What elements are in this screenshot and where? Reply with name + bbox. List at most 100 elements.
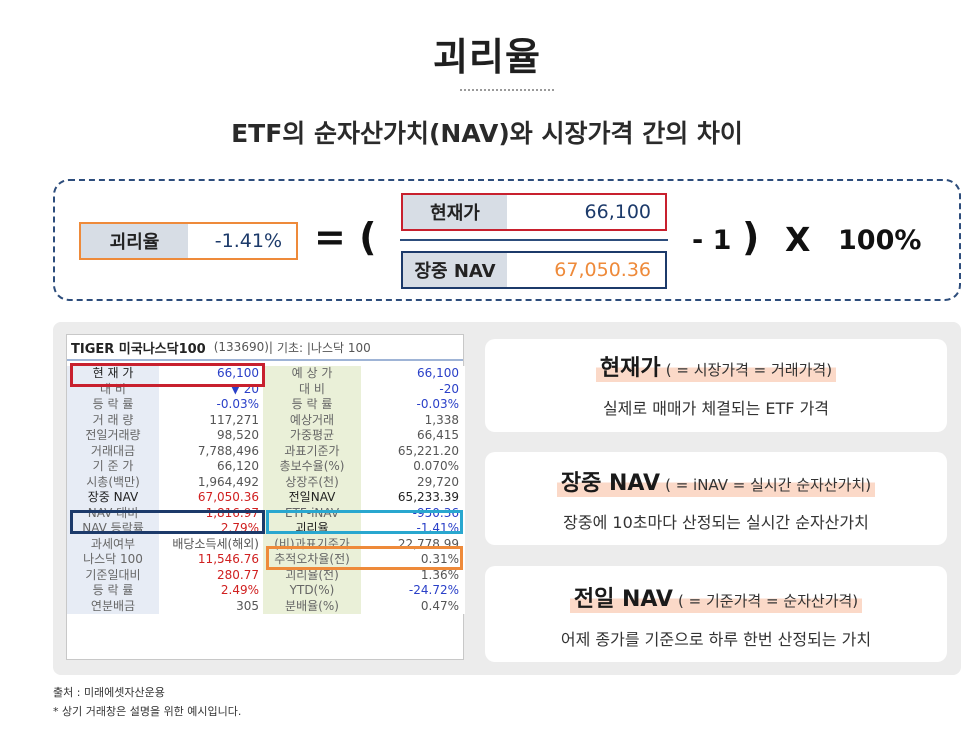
table-cell-label: NAV 등락률: [67, 521, 159, 537]
etf-name: TIGER 미국나스닥100: [71, 341, 206, 357]
card-price: 현재가 ( = 시장가격 = 거래가격) 실제로 매매가 체결되는 ETF 가격: [485, 339, 947, 432]
table-cell-label: 등 락 률: [263, 397, 361, 413]
hundred-percent: 100%: [838, 225, 922, 256]
table-cell-label: 가중평균: [263, 428, 361, 444]
table-cell-value: 1,816.97: [159, 505, 263, 521]
card-prev-nav-title: 전일 NAV: [573, 587, 673, 612]
table-cell-label: NAV 대비: [67, 505, 159, 521]
result-label: 괴리율: [81, 224, 188, 258]
table-row: 등 락 률 -0.03% 등 락 률 -0.03%: [67, 397, 465, 413]
table-row: 나스닥 100 11,546.76 추적오차율(전) 0.31%: [67, 552, 465, 568]
table-row: 시총(백만) 1,964,492 상장주(천) 29,720: [67, 474, 465, 490]
card-intraday-nav: 장중 NAV ( = iNAV = 실시간 순자산가치) 장중에 10초마다 산…: [485, 452, 947, 545]
disclaimer-note: * 상기 거래창은 설명을 위한 예시입니다.: [53, 705, 242, 718]
table-row: 장중 NAV 67,050.36 전일NAV 65,233.39: [67, 490, 465, 506]
price-label: 현재가: [403, 195, 507, 229]
formula-container: [53, 179, 961, 301]
source-note: 출처 : 미래에셋자산운용: [53, 686, 165, 699]
table-cell-label: 장중 NAV: [67, 490, 159, 506]
table-cell-label: 예 상 가: [263, 366, 361, 382]
trading-window: TIGER 미국나스닥100 (133690)| 기초: |나스닥 100 현 …: [66, 334, 465, 660]
table-cell-value: 0.31%: [361, 552, 465, 568]
table-cell-label: ETF-iNAV: [263, 505, 361, 521]
price-value: 66,100: [584, 201, 651, 223]
table-cell-label: 총보수율(%): [263, 459, 361, 475]
table-cell-value: 2.49%: [159, 583, 263, 599]
table-cell-label: 거 래 량: [67, 412, 159, 428]
result-value: -1.41%: [214, 230, 282, 252]
table-cell-label: 전일NAV: [263, 490, 361, 506]
table-cell-label: 현 재 가: [67, 366, 159, 382]
table-row: 등 락 률 2.49% YTD(%) -24.72%: [67, 583, 465, 599]
title-divider: [460, 89, 554, 91]
table-cell-value: 배당소득세(해외): [159, 536, 263, 552]
page-subtitle: ETF의 순자산가치(NAV)와 시장가격 간의 차이: [231, 119, 743, 148]
table-cell-value: 65,233.39: [361, 490, 465, 506]
table-cell-value: 7,788,496: [159, 443, 263, 459]
table-cell-label: 상장주(천): [263, 474, 361, 490]
card-prev-nav-desc: 어제 종가를 기준으로 하루 한번 산정되는 가치: [560, 630, 872, 649]
table-cell-value: 305: [159, 598, 263, 614]
table-row: 거 래 량 117,271 예상거래 1,338: [67, 412, 465, 428]
table-cell-label: 기준일대비: [67, 567, 159, 583]
table-row: 전일거래량 98,520 가중평균 66,415: [67, 428, 465, 444]
table-cell-label: 전일거래량: [67, 428, 159, 444]
table-cell-value: -0.03%: [361, 397, 465, 413]
table-cell-label: 추적오차율(전): [263, 552, 361, 568]
nav-label: 장중 NAV: [403, 253, 507, 287]
card-price-desc: 실제로 매매가 체결되는 ETF 가격: [602, 399, 830, 418]
table-row: 기준일대비 280.77 괴리율(전) 1.36%: [67, 567, 465, 583]
table-cell-label: 나스닥 100: [67, 552, 159, 568]
table-cell-label: 등 락 률: [67, 397, 159, 413]
table-row: 기 준 가 66,120 총보수율(%) 0.070%: [67, 459, 465, 475]
close-paren: ): [742, 215, 760, 259]
table-cell-label: 대 비: [263, 381, 361, 397]
table-cell-label: 괴리율: [263, 521, 361, 537]
table-cell-value: 66,120: [159, 459, 263, 475]
table-cell-value: 0.070%: [361, 459, 465, 475]
table-row: NAV 등락률 2.79% 괴리율 -1.41%: [67, 521, 465, 537]
nav-box: 장중 NAV 67,050.36: [401, 251, 667, 289]
nav-value: 67,050.36: [554, 259, 651, 281]
result-box: 괴리율 -1.41%: [79, 222, 298, 260]
card-price-note: ( = 시장가격 = 거래가격): [665, 361, 833, 379]
table-cell-label: 예상거래: [263, 412, 361, 428]
table-cell-value: 0.47%: [361, 598, 465, 614]
table-cell-value: 98,520: [159, 428, 263, 444]
table-cell-value: 1,964,492: [159, 474, 263, 490]
table-cell-value: 2.79%: [159, 521, 263, 537]
table-cell-label: 분배율(%): [263, 598, 361, 614]
table-cell-value: 67,050.36: [159, 490, 263, 506]
table-row: 거래대금 7,788,496 과표기준가 65,221.20: [67, 443, 465, 459]
table-cell-value: 29,720: [361, 474, 465, 490]
table-cell-value: -1.41%: [361, 521, 465, 537]
table-cell-label: 시총(백만): [67, 474, 159, 490]
table-cell-value: -0.03%: [159, 397, 263, 413]
etf-code: (133690)|: [213, 340, 273, 354]
table-cell-value: 280.77: [159, 567, 263, 583]
table-cell-value: 66,100: [361, 366, 465, 382]
times-sign: X: [785, 220, 811, 259]
card-price-title: 현재가: [599, 356, 661, 381]
table-row: 연분배금 305 분배율(%) 0.47%: [67, 598, 465, 614]
table-cell-value: -950.36: [361, 505, 465, 521]
table-row: 과세여부 배당소득세(해외) (비)과표기준가 22,778.99: [67, 536, 465, 552]
table-cell-value: -24.72%: [361, 583, 465, 599]
table-row: 대 비 ▼ 20 대 비 -20: [67, 381, 465, 397]
table-cell-label: 과세여부: [67, 536, 159, 552]
etf-base-index: 기초: |나스닥 100: [276, 340, 371, 355]
table-cell-value: 66,415: [361, 428, 465, 444]
minus-one: - 1: [692, 225, 732, 256]
table-row: 현 재 가 66,100 예 상 가 66,100: [67, 366, 465, 382]
table-cell-label: 기 준 가: [67, 459, 159, 475]
table-cell-value: 1.36%: [361, 567, 465, 583]
card-prev-nav-note: ( = 기준가격 = 순자산가격): [678, 592, 859, 610]
equals-paren: = (: [314, 215, 377, 259]
table-row: NAV 대비 1,816.97 ETF-iNAV -950.36: [67, 505, 465, 521]
table-cell-label: 괴리율(전): [263, 567, 361, 583]
page-title: 괴리율: [433, 35, 541, 79]
table-cell-label: 대 비: [67, 381, 159, 397]
price-box: 현재가 66,100: [401, 193, 667, 231]
table-cell-value: 65,221.20: [361, 443, 465, 459]
table-cell-label: 연분배금: [67, 598, 159, 614]
